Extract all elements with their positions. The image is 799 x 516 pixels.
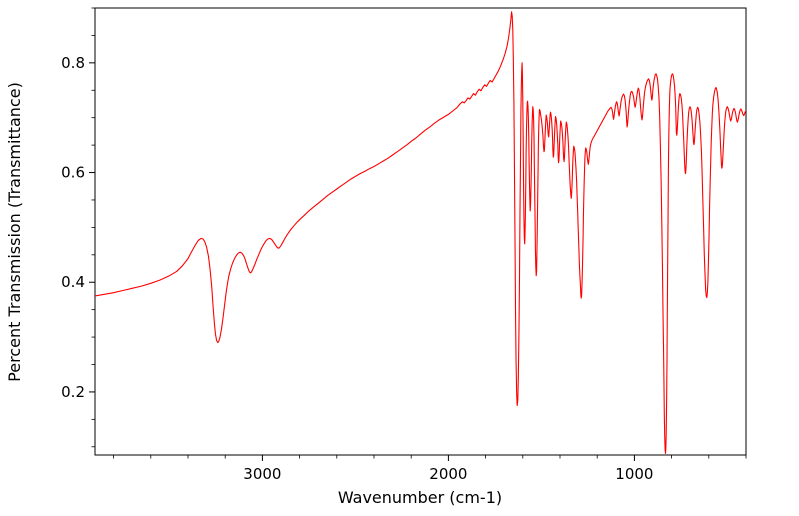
x-tick-label: 2000 (429, 465, 467, 483)
y-axis-title: Percent Transmission (Transmittance) (5, 82, 24, 382)
spectrum-line (95, 11, 746, 454)
plot-frame (94, 7, 747, 456)
y-tick-label: 0.8 (61, 54, 85, 72)
plot-area: 3000 2000 1000 0.2 0.4 0.6 0.8 (61, 7, 747, 483)
x-tick-label: 1000 (615, 465, 653, 483)
y-tick-label: 0.4 (61, 273, 85, 291)
y-tick-label: 0.2 (61, 383, 85, 401)
y-tick-label: 0.6 (61, 164, 85, 182)
x-tick-label: 3000 (243, 465, 281, 483)
x-axis-title: Wavenumber (cm-1) (338, 488, 502, 507)
